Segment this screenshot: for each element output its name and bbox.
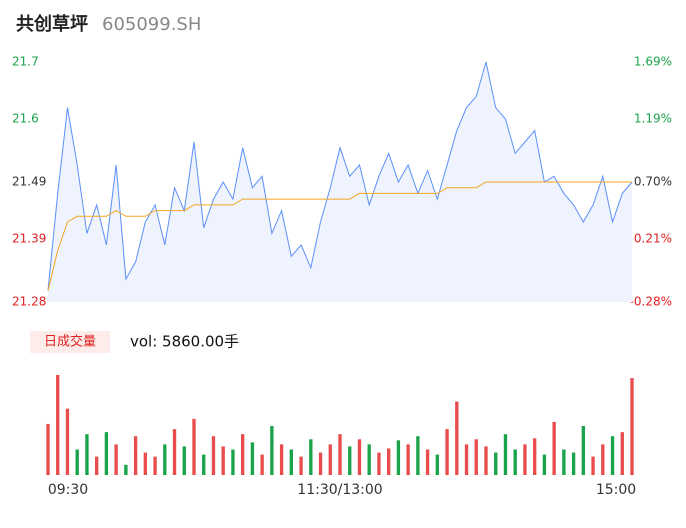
volume-bar [182, 446, 186, 475]
volume-bar [591, 456, 595, 475]
volume-bar [348, 446, 352, 475]
y-tick-label: 21.49 [12, 175, 46, 189]
volume-bar [202, 454, 206, 475]
volume-bar [552, 421, 556, 475]
volume-bar [260, 454, 264, 475]
volume-bar [270, 426, 274, 475]
volume-button-label[interactable]: 日成交量 [44, 334, 96, 350]
volume-bar [601, 444, 605, 475]
volume-bar [46, 423, 50, 475]
volume-bar [562, 449, 566, 475]
volume-bar [435, 454, 440, 475]
volume-bar [299, 456, 303, 475]
volume-bar [328, 444, 332, 475]
volume-bar [124, 464, 128, 475]
volume-bar [279, 444, 284, 475]
volume-bar [163, 444, 167, 475]
volume-bar [231, 449, 235, 475]
volume-bar [503, 434, 508, 475]
y2-tick-label: 1.19% [634, 112, 672, 126]
volume-bar [357, 439, 362, 475]
y2-tick-label: 0.21% [634, 232, 672, 246]
y-tick-label: 21.28 [12, 295, 46, 309]
volume-bar [211, 436, 216, 475]
volume-bar [494, 452, 498, 475]
y2-tick-label: -0.28% [630, 295, 672, 309]
volume-bar [542, 454, 547, 475]
volume-bar [416, 436, 420, 475]
volume-bar [367, 444, 371, 475]
stock-name: 共创草坪 [16, 13, 88, 35]
volume-bar [484, 446, 488, 475]
volume-bar [571, 452, 576, 475]
volume-bar [94, 456, 99, 475]
volume-bar [114, 444, 118, 475]
volume-bar [153, 456, 157, 475]
volume-bar [513, 449, 517, 475]
price-area [48, 62, 632, 302]
volume-bar [143, 452, 148, 475]
volume-bar [532, 438, 537, 475]
volume-bar [386, 448, 391, 475]
volume-label: vol: 5860.00手 [130, 333, 239, 351]
volume-bar [523, 444, 527, 475]
x-tick-label: 11:30/13:00 [297, 482, 382, 498]
volume-bar [396, 440, 401, 475]
volume-bar [630, 378, 634, 475]
y-tick-label: 21.6 [12, 112, 39, 126]
volume-bar [338, 434, 342, 475]
volume-bar [377, 452, 381, 475]
volume-bar [75, 449, 79, 475]
y-tick-label: 21.39 [12, 232, 46, 246]
volume-bar [250, 442, 255, 475]
volume-bar [620, 432, 624, 475]
volume-bar [221, 446, 225, 475]
volume-bar [318, 452, 323, 475]
x-tick-label: 15:00 [596, 482, 636, 498]
volume-bar [309, 439, 313, 475]
volume-bar [240, 434, 245, 475]
y2-tick-label: 0.70% [634, 175, 672, 189]
volume-bar [425, 449, 430, 475]
x-tick-label: 09:30 [48, 482, 88, 498]
volume-bar [56, 375, 60, 475]
volume-bar [85, 434, 89, 475]
y-tick-label: 21.7 [12, 55, 39, 69]
volume-bar [406, 444, 410, 475]
series-line [47, 181, 632, 291]
volume-bar [133, 436, 138, 475]
y2-tick-label: 1.69% [634, 55, 672, 69]
volume-button[interactable] [30, 331, 110, 353]
volume-bar [610, 436, 615, 475]
volume-bar [192, 418, 196, 475]
volume-bar [65, 408, 70, 475]
volume-bar [104, 432, 109, 475]
volume-bar [289, 449, 294, 475]
volume-bar [581, 426, 586, 475]
volume-bar [455, 401, 459, 475]
volume-bar [464, 444, 469, 475]
series-line [47, 61, 633, 291]
volume-bar [172, 429, 177, 475]
volume-bar [445, 429, 449, 475]
stock-code: 605099.SH [102, 14, 201, 35]
volume-bar [474, 439, 478, 475]
